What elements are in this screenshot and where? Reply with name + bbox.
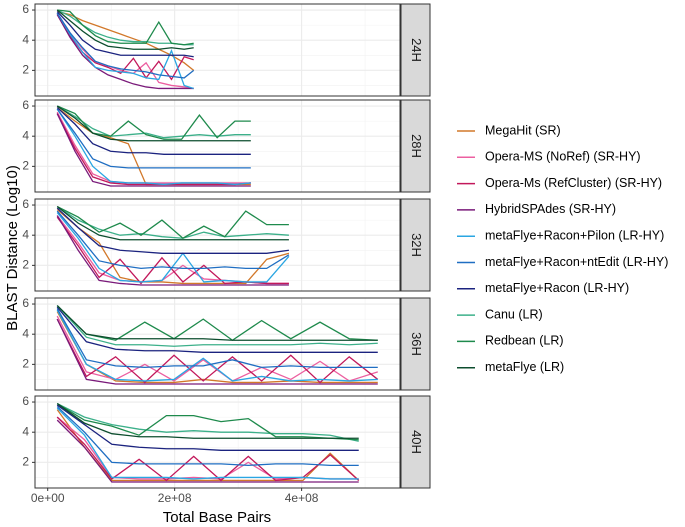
- panel-border: [34, 198, 401, 292]
- legend-label: HybridSPAdes (SR-HY): [485, 202, 616, 216]
- legend-label: metaFlye+Racon (LR-HY): [485, 281, 629, 295]
- series-line: [56, 206, 289, 241]
- series-line: [56, 305, 378, 347]
- series-line: [56, 113, 251, 186]
- y-tick-label: 2: [22, 159, 29, 173]
- y-tick-label: 2: [22, 63, 29, 77]
- y-tick-label: 4: [22, 32, 29, 46]
- series-line: [56, 11, 194, 58]
- y-tick-label: 6: [22, 2, 29, 16]
- series-line: [56, 108, 251, 186]
- series-line: [56, 318, 378, 385]
- series-line: [56, 407, 359, 480]
- series-line: [56, 209, 290, 285]
- strip-label: 36H: [409, 332, 424, 356]
- y-tick-label: 4: [22, 326, 29, 340]
- y-tick-label: 6: [22, 296, 29, 310]
- y-tick-label: 6: [22, 98, 29, 112]
- series-line: [56, 305, 378, 342]
- legend-label: MegaHit (SR): [485, 123, 561, 137]
- series-line: [56, 207, 290, 254]
- series-line: [56, 416, 360, 482]
- series-line: [56, 210, 290, 270]
- legend-label: Canu (LR): [485, 307, 543, 321]
- legend-label: Opera-MS (NoRef) (SR-HY): [485, 150, 641, 164]
- strip-label: 28H: [409, 134, 424, 158]
- strip: [400, 99, 431, 193]
- series-line: [56, 205, 289, 240]
- legend-label: Opera-Ms (RefCluster) (SR-HY): [485, 176, 662, 190]
- y-tick-label: 2: [22, 258, 29, 272]
- series-line: [56, 402, 359, 441]
- strip-label: 24H: [409, 38, 424, 62]
- y-tick-label: 2: [22, 455, 29, 469]
- series-line: [56, 105, 251, 139]
- series-line: [56, 409, 360, 482]
- series-line: [56, 113, 251, 187]
- series-line: [56, 212, 290, 283]
- legend-label: Redbean (LR): [485, 334, 564, 348]
- series-line: [56, 12, 194, 90]
- series-line: [56, 9, 194, 50]
- series-line: [56, 403, 359, 439]
- strip: [400, 395, 431, 489]
- x-tick-label: 2e+08: [158, 491, 192, 505]
- y-tick-label: 4: [22, 227, 29, 241]
- series-line: [56, 305, 378, 341]
- series-line: [56, 406, 359, 467]
- strip: [400, 198, 431, 292]
- legend-label: metaFlye (LR): [485, 360, 564, 374]
- series-line: [56, 12, 194, 90]
- y-tick-label: 6: [22, 394, 29, 408]
- strip: [400, 297, 431, 391]
- series-line: [56, 404, 359, 451]
- panel-background: [35, 100, 400, 192]
- series-line: [56, 308, 378, 369]
- series-line: [56, 105, 251, 142]
- panel-border: [34, 395, 401, 489]
- y-axis-title: BLAST Distance (Log10): [4, 165, 21, 331]
- x-tick-label: 0e+00: [31, 491, 65, 505]
- series-line: [56, 309, 378, 382]
- x-axis-title: Total Base Pairs: [163, 509, 271, 526]
- panel-border: [34, 99, 401, 193]
- panel-border: [34, 3, 401, 97]
- series-line: [56, 306, 378, 353]
- series-line: [56, 108, 251, 169]
- series-line: [56, 12, 195, 79]
- y-tick-label: 4: [22, 424, 29, 438]
- series-line: [56, 14, 194, 90]
- series-line: [56, 419, 359, 483]
- strip-label: 40H: [409, 430, 424, 454]
- panel-background: [35, 396, 400, 488]
- legend-label: metaFlye+Racon+Pilon (LR-HY): [485, 228, 664, 242]
- series-line: [56, 107, 251, 155]
- strip-label: 32H: [409, 233, 424, 257]
- x-tick-label: 4e+08: [285, 491, 319, 505]
- strip: [400, 3, 431, 97]
- panel-background: [35, 4, 400, 96]
- y-tick-label: 4: [22, 128, 29, 142]
- y-tick-label: 6: [22, 197, 29, 211]
- y-tick-label: 2: [22, 357, 29, 371]
- legend-label: metaFlye+Racon+ntEdit (LR-HY): [485, 255, 668, 269]
- series-line: [56, 205, 289, 239]
- series-line: [57, 9, 194, 46]
- series-line: [56, 215, 289, 286]
- panel-border: [34, 297, 401, 391]
- series-line: [56, 402, 359, 442]
